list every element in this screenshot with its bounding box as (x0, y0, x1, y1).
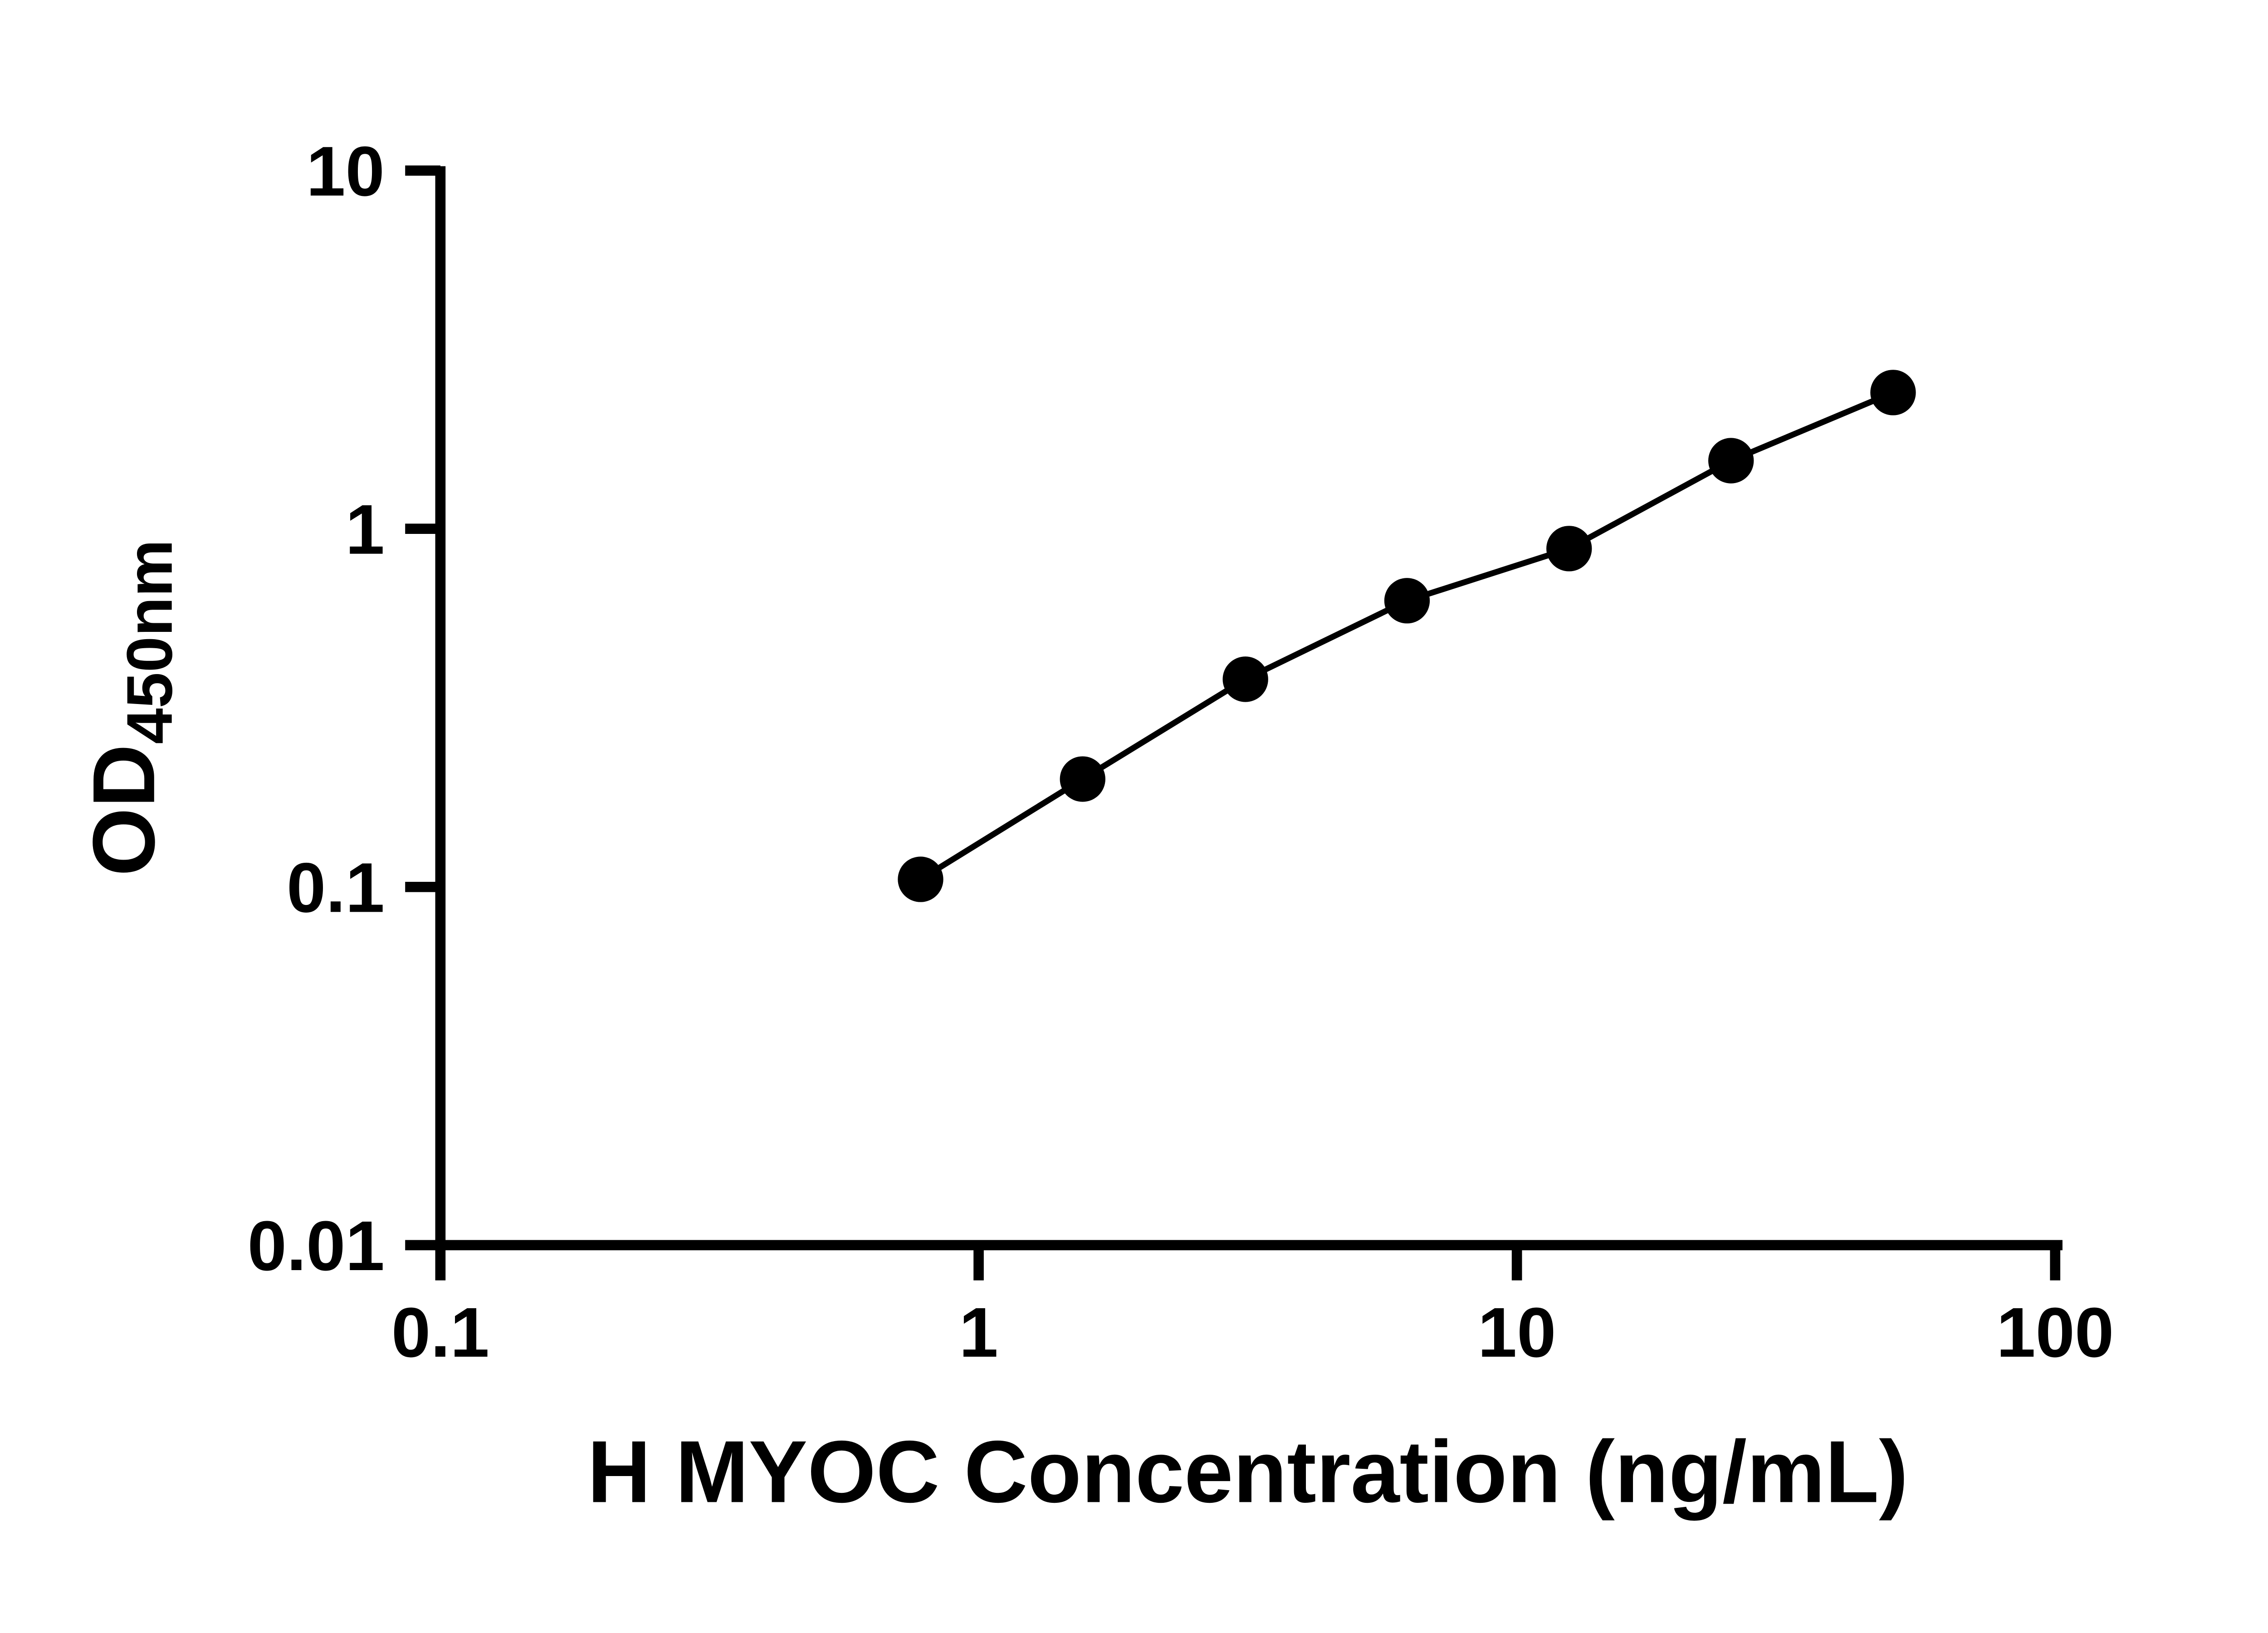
data-point (1708, 438, 1754, 484)
y-axis-title-subscript: 450nm (114, 539, 186, 744)
data-point (1870, 370, 1916, 416)
data-point (1060, 756, 1105, 802)
x-tick-label: 1 (959, 1293, 998, 1372)
y-axis-title-main: OD (75, 744, 173, 876)
x-tick-label: 0.1 (391, 1293, 489, 1372)
y-tick-label: 0.01 (248, 1206, 385, 1285)
data-point (1384, 578, 1430, 624)
x-tick-label: 10 (1478, 1293, 1556, 1372)
x-tick-label: 100 (1996, 1293, 2114, 1372)
y-tick-label: 0.1 (287, 848, 385, 927)
x-axis-title: H MYOC Concentration (ng/mL) (587, 1423, 1908, 1521)
y-axis-title: OD450nm (75, 539, 186, 876)
data-point (1546, 526, 1592, 572)
data-point (1222, 656, 1268, 702)
y-tick-label: 10 (306, 132, 385, 210)
y-tick-label: 1 (346, 490, 385, 569)
data-point (898, 856, 943, 902)
